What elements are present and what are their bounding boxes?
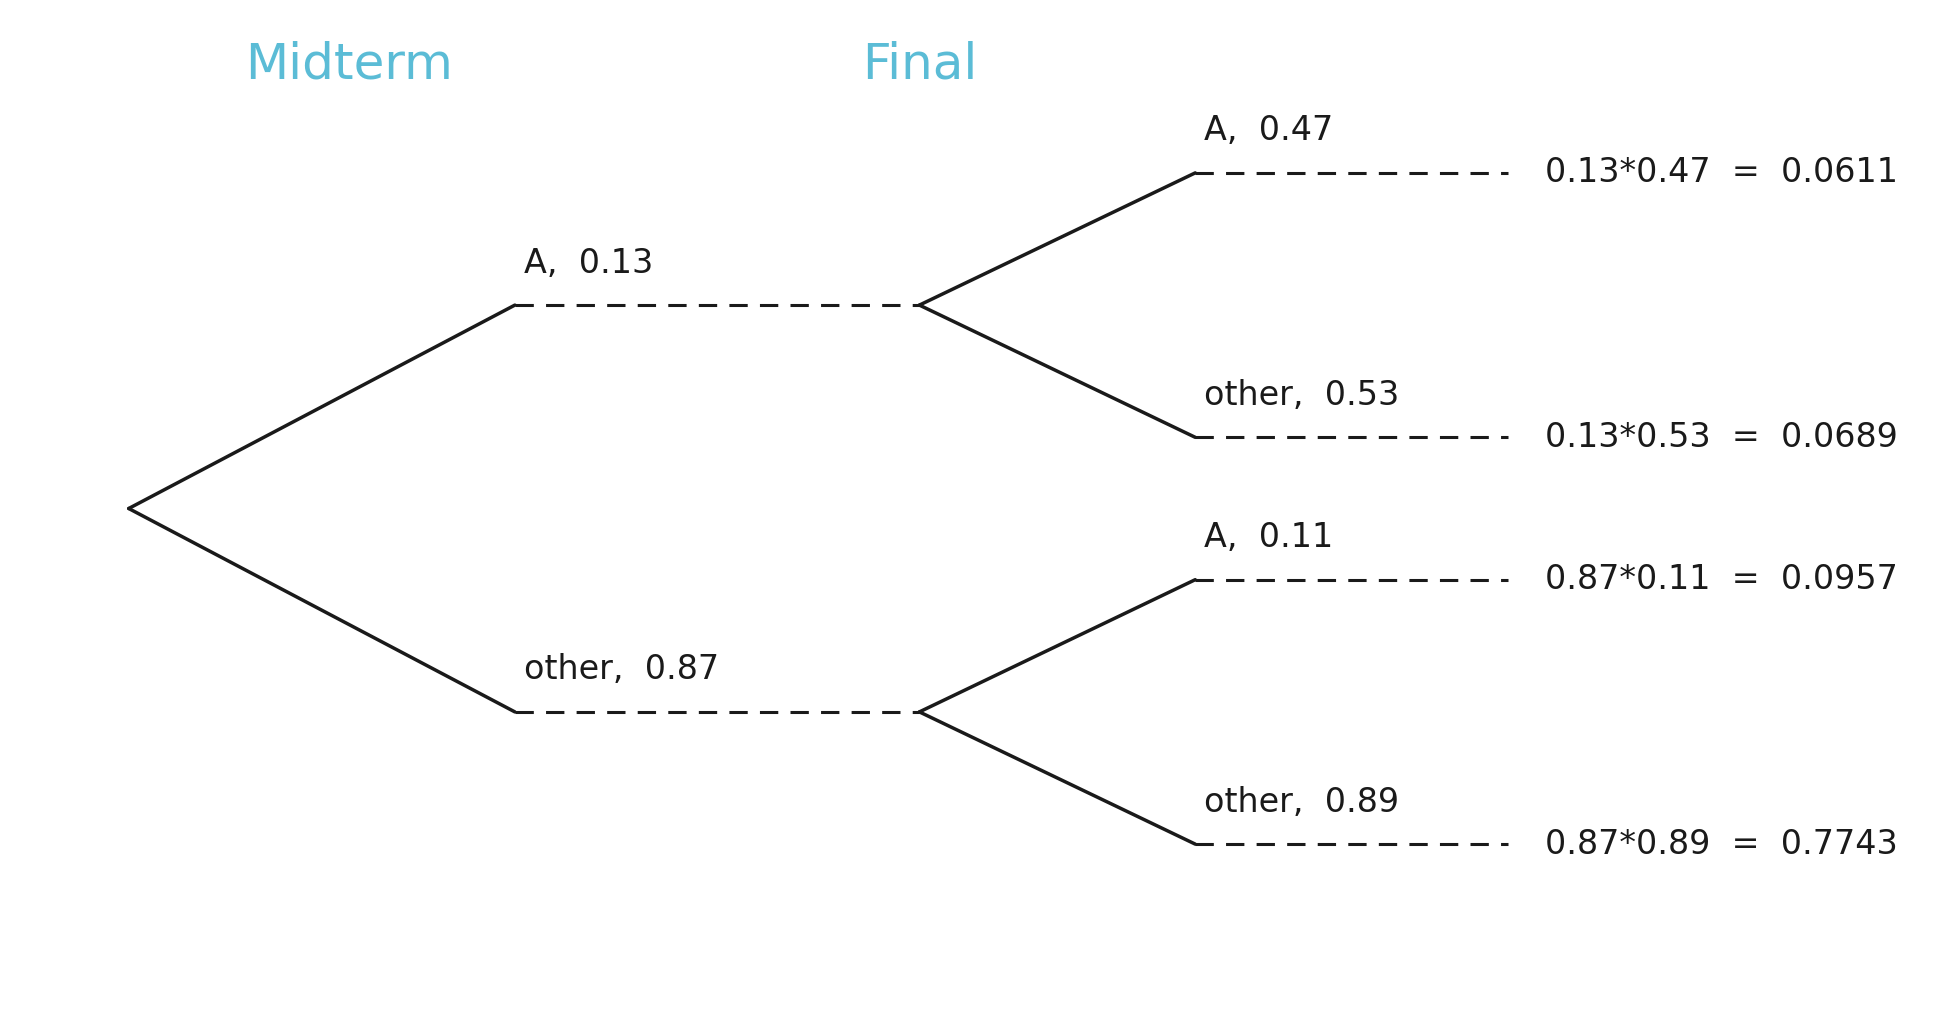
Text: 0.13*0.53  =  0.0689: 0.13*0.53 = 0.0689: [1544, 421, 1897, 454]
Text: 0.13*0.47  =  0.0611: 0.13*0.47 = 0.0611: [1544, 157, 1897, 189]
Text: 0.87*0.89  =  0.7743: 0.87*0.89 = 0.7743: [1544, 828, 1897, 860]
Text: other,  0.53: other, 0.53: [1205, 379, 1400, 412]
Text: other,  0.87: other, 0.87: [525, 654, 720, 686]
Text: A,  0.47: A, 0.47: [1205, 115, 1334, 147]
Text: other,  0.89: other, 0.89: [1205, 786, 1400, 819]
Text: Final: Final: [862, 41, 977, 88]
Text: Midterm: Midterm: [246, 41, 452, 88]
Text: 0.87*0.11  =  0.0957: 0.87*0.11 = 0.0957: [1544, 563, 1897, 596]
Text: A,  0.13: A, 0.13: [525, 247, 653, 280]
Text: A,  0.11: A, 0.11: [1205, 522, 1334, 554]
